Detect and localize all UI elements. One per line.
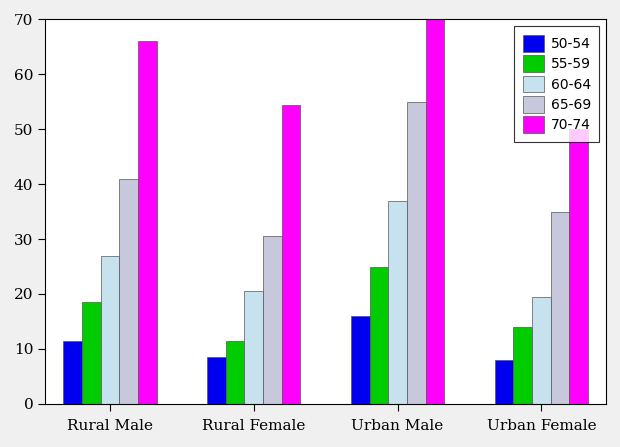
Bar [388,201,407,404]
Bar [226,341,244,404]
Bar [569,129,588,404]
Legend: 50-54, 55-59, 60-64, 65-69, 70-74: 50-54, 55-59, 60-64, 65-69, 70-74 [515,26,599,142]
Bar [244,291,263,404]
Bar [263,236,281,404]
Bar [82,302,100,404]
Bar [532,297,551,404]
Bar [351,316,370,404]
Bar [495,360,513,404]
Bar [425,19,445,404]
Bar [100,256,119,404]
Bar [63,341,82,404]
Bar [281,105,301,404]
Bar [551,211,569,404]
Bar [370,266,388,404]
Bar [207,357,226,404]
Bar [407,102,425,404]
Bar [138,42,157,404]
Bar [119,179,138,404]
Bar [513,327,532,404]
